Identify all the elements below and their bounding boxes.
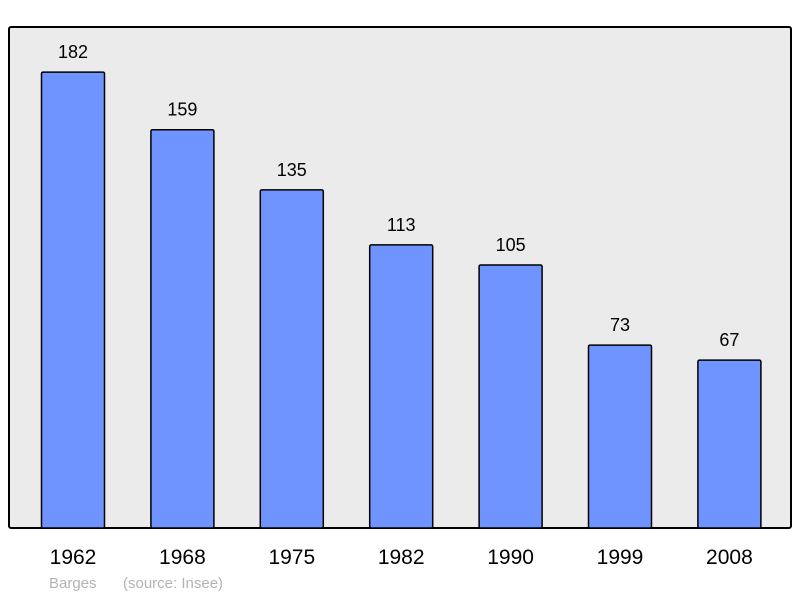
bar-1962 xyxy=(40,71,106,529)
bar-1982 xyxy=(368,244,434,529)
footer-source: (source: Insee) xyxy=(123,575,224,592)
x-tick-label: 1975 xyxy=(268,546,315,569)
x-tick-label: 1990 xyxy=(487,546,534,569)
x-tick-label: 1962 xyxy=(50,546,97,569)
bar-1975 xyxy=(259,189,325,529)
data-label-1982: 113 xyxy=(387,215,416,235)
x-tick-label: 1999 xyxy=(597,546,644,569)
data-label-1975: 135 xyxy=(277,160,307,180)
footer-place: Barges xyxy=(49,575,97,592)
data-label-1962: 182 xyxy=(58,42,88,62)
bar-1968 xyxy=(150,128,215,529)
bar-1990 xyxy=(478,264,543,529)
data-label-1990: 105 xyxy=(496,235,526,255)
data-label-1999: 73 xyxy=(610,315,630,335)
bar-2008 xyxy=(697,359,762,529)
bar-1999 xyxy=(587,344,653,529)
x-tick-label: 2008 xyxy=(706,546,753,569)
x-tick-label: 1968 xyxy=(159,546,206,569)
data-label-2008: 67 xyxy=(719,330,739,350)
x-tick-label: 1982 xyxy=(378,546,425,569)
data-label-1968: 159 xyxy=(167,100,197,120)
